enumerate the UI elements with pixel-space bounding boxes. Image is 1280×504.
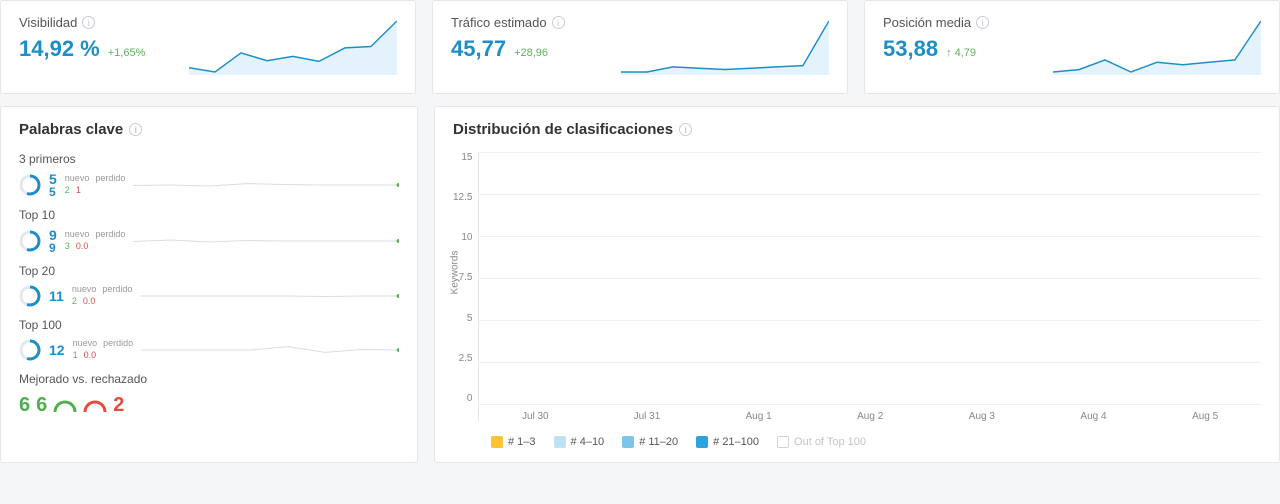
sparkline — [1053, 15, 1261, 75]
info-icon[interactable]: i — [679, 123, 692, 136]
y-tick: 12.5 — [453, 192, 472, 203]
down-arc-icon — [83, 398, 107, 414]
metric-title: Visibilidadi — [19, 15, 145, 30]
legend-label: # 1–3 — [508, 436, 536, 448]
x-label: Aug 3 — [926, 411, 1038, 422]
keywords-panel: Palabras clave i 3 primeros 55 nuevoperd… — [0, 106, 418, 463]
kw-value-top: 11 — [49, 289, 64, 303]
kw-sublabels: nuevoperdido 20.0 — [72, 284, 133, 307]
improved-label: Mejorado vs. rechazado — [19, 372, 399, 386]
distribution-title-text: Distribución de clasificaciones — [453, 121, 673, 138]
distribution-panel: Distribución de clasificaciones i Keywor… — [434, 106, 1280, 463]
legend-item-out[interactable]: Out of Top 100 — [777, 436, 866, 448]
info-icon[interactable]: i — [552, 16, 565, 29]
gauge-icon — [19, 339, 41, 361]
x-label: Jul 30 — [479, 411, 591, 422]
improved-count-2: 6 — [36, 394, 47, 417]
legend-label: # 4–10 — [571, 436, 605, 448]
legend-item-s2[interactable]: # 4–10 — [554, 436, 605, 448]
sparkline — [189, 15, 397, 75]
x-label: Aug 4 — [1038, 411, 1150, 422]
y-axis: Keywords 1512.5107.552.50 — [453, 152, 478, 422]
metric-title: Posición mediai — [883, 15, 989, 30]
info-icon[interactable]: i — [129, 123, 142, 136]
metric-card-visibility[interactable]: Visibilidadi 14,92 % +1,65% — [0, 0, 416, 94]
metric-value: 14,92 % — [19, 36, 100, 62]
up-arc-icon — [53, 398, 77, 414]
improved-row: 6 6 2 — [19, 394, 399, 417]
legend-label: Out of Top 100 — [794, 436, 866, 448]
metric-card-traffic[interactable]: Tráfico estimadoi 45,77 +28,96 — [432, 0, 848, 94]
y-tick: 0 — [467, 393, 473, 404]
gauge-icon — [19, 285, 41, 307]
bottom-row: Palabras clave i 3 primeros 55 nuevoperd… — [0, 106, 1280, 463]
kw-value-top: 9 — [49, 228, 57, 242]
y-tick: 2.5 — [459, 353, 473, 364]
kw-value-bot: 9 — [49, 242, 57, 254]
legend-item-s1[interactable]: # 1–3 — [491, 436, 536, 448]
swatch-icon — [777, 436, 789, 448]
kw-sublabels: nuevoperdido 30.0 — [65, 229, 126, 252]
metric-delta: +28,96 — [514, 47, 548, 59]
y-tick: 15 — [461, 152, 472, 163]
metric-value: 45,77 — [451, 36, 506, 62]
x-label: Jul 31 — [591, 411, 703, 422]
improved-count-1: 6 — [19, 394, 30, 417]
kw-value-top: 5 — [49, 172, 57, 186]
legend-label: # 21–100 — [713, 436, 759, 448]
legend-item-s4[interactable]: # 21–100 — [696, 436, 759, 448]
metric-delta: +1,65% — [108, 47, 146, 59]
gauge-icon — [19, 174, 41, 196]
metric-card-position[interactable]: Posición mediai 53,88 ↑ 4,79 — [864, 0, 1280, 94]
kw-value-bot: 5 — [49, 186, 57, 198]
kw-sublabels: nuevoperdido 21 — [65, 173, 126, 196]
kw-row[interactable]: 11 nuevoperdido 20.0 — [19, 284, 399, 308]
keywords-title: Palabras clave i — [19, 121, 399, 138]
y-axis-label: Keywords — [449, 251, 460, 295]
metric-delta: ↑ 4,79 — [946, 47, 976, 59]
chart-body: Jul 30Jul 31Aug 1Aug 2Aug 3Aug 4Aug 5 — [478, 152, 1261, 422]
keywords-title-text: Palabras clave — [19, 121, 123, 138]
kw-row[interactable]: 55 nuevoperdido 21 — [19, 172, 399, 198]
legend-item-s3[interactable]: # 11–20 — [622, 436, 678, 448]
kw-group-label: Top 10 — [19, 208, 399, 222]
x-label: Aug 5 — [1149, 411, 1261, 422]
info-icon[interactable]: i — [82, 16, 95, 29]
x-label: Aug 2 — [814, 411, 926, 422]
kw-row[interactable]: 12 nuevoperdido 10.0 — [19, 338, 399, 362]
x-label: Aug 1 — [703, 411, 815, 422]
gauge-icon — [19, 230, 41, 252]
kw-group-label: Top 20 — [19, 264, 399, 278]
y-tick: 7.5 — [459, 272, 473, 283]
swatch-icon — [696, 436, 708, 448]
swatch-icon — [491, 436, 503, 448]
metric-title: Tráfico estimadoi — [451, 15, 565, 30]
kw-sublabels: nuevoperdido 10.0 — [73, 338, 134, 361]
legend-label: # 11–20 — [639, 436, 678, 448]
kw-sparkline — [141, 338, 399, 362]
distribution-title: Distribución de clasificaciones i — [453, 121, 1261, 138]
declined-count: 2 — [113, 394, 124, 417]
info-icon[interactable]: i — [976, 16, 989, 29]
kw-sparkline — [133, 229, 399, 253]
metric-value: 53,88 — [883, 36, 938, 62]
kw-row[interactable]: 99 nuevoperdido 30.0 — [19, 228, 399, 254]
distribution-chart: Keywords 1512.5107.552.50 Jul 30Jul 31Au… — [453, 152, 1261, 422]
swatch-icon — [622, 436, 634, 448]
kw-sparkline — [140, 284, 399, 308]
metrics-row: Visibilidadi 14,92 % +1,65% Tráfico esti… — [0, 0, 1280, 106]
y-tick: 5 — [467, 313, 473, 324]
kw-value-top: 12 — [49, 343, 65, 357]
kw-sparkline — [133, 173, 399, 197]
legend: # 1–3 # 4–10 # 11–20 # 21–100 Out of Top 100 — [453, 436, 1261, 448]
y-tick: 10 — [461, 232, 472, 243]
kw-group-label: 3 primeros — [19, 152, 399, 166]
swatch-icon — [554, 436, 566, 448]
kw-group-label: Top 100 — [19, 318, 399, 332]
sparkline — [621, 15, 829, 75]
